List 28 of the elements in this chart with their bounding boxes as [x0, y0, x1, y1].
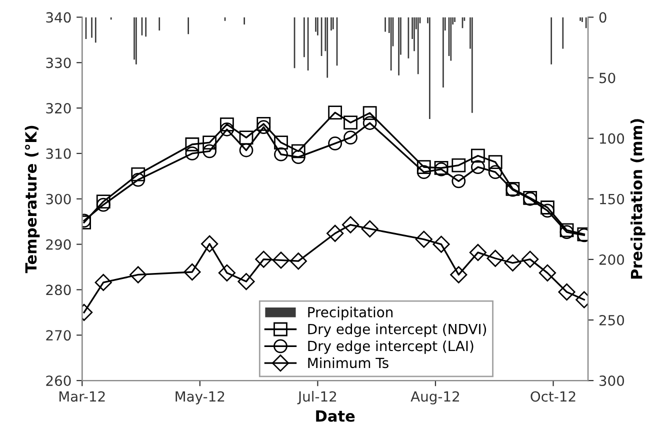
legend-label: Precipitation	[308, 306, 392, 320]
y2-tick-label: 0	[599, 12, 606, 23]
y2-tick-label: 200	[599, 254, 624, 265]
x-tick-label: Aug-12	[410, 391, 459, 404]
y-tick-label: 280	[46, 284, 71, 296]
y-tick-label: 310	[46, 148, 71, 159]
y2-tick-label: 100	[600, 133, 624, 144]
y-tick-label: 320	[46, 103, 71, 114]
y2-tick-label: 300	[599, 376, 624, 386]
y2-tick-label: 250	[599, 314, 624, 326]
y-tick-label: 260	[46, 376, 71, 386]
y-tick-label: 340	[46, 12, 71, 23]
legend-label: Dry edge intercept (LAI)	[308, 340, 474, 354]
x-tick-label: Oct-12	[530, 391, 576, 402]
y-tick-label: 290	[46, 239, 71, 250]
y2-tick-label: 150	[600, 194, 624, 204]
legend-label: Minimum Ts	[308, 357, 388, 368]
y2-tick-label: 50	[600, 72, 616, 84]
y-tick-label: 330	[46, 58, 71, 68]
y2-axis-title: Precipitation (mm)	[630, 119, 646, 279]
x-tick-label: May-12	[176, 391, 224, 404]
y-tick-label: 270	[46, 330, 71, 341]
x-tick-label: Mar-12	[59, 391, 105, 402]
x-tick-label: Jul-12	[297, 390, 336, 404]
y-tick-label: 300	[46, 194, 71, 204]
x-axis-title: Date	[316, 410, 355, 422]
legend-label: Dry edge intercept (NDVI)	[308, 324, 486, 337]
y-axis-title: Temperature (°K)	[24, 126, 40, 274]
